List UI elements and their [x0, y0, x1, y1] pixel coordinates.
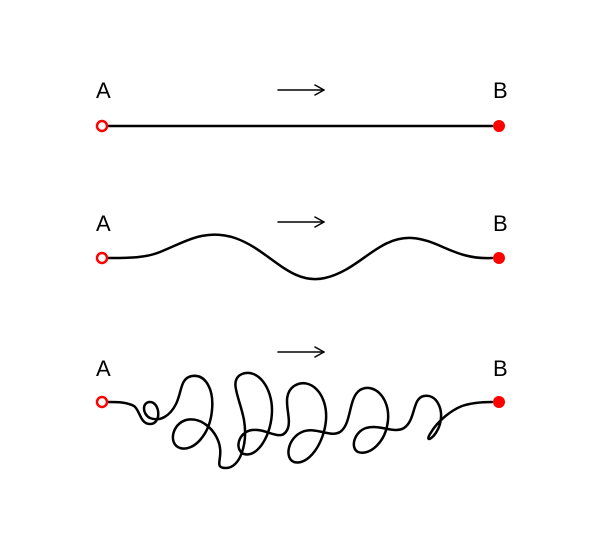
arrow-icon — [278, 85, 324, 95]
end-dot-icon — [493, 396, 505, 408]
label-a: A — [96, 358, 111, 380]
start-dot-icon — [97, 397, 107, 407]
diagram-canvas: A B A B A B — [0, 0, 612, 556]
label-a: A — [96, 80, 111, 102]
arrow-icon — [278, 217, 324, 227]
label-a: A — [96, 213, 111, 235]
label-b: B — [493, 358, 508, 380]
start-dot-icon — [97, 121, 107, 131]
start-dot-icon — [97, 253, 107, 263]
end-dot-icon — [493, 252, 505, 264]
svg-layer — [0, 0, 612, 556]
label-b: B — [493, 80, 508, 102]
end-dot-icon — [493, 120, 505, 132]
path-tangled — [108, 373, 492, 468]
path-wavy — [108, 235, 492, 280]
label-b: B — [493, 213, 508, 235]
arrow-icon — [278, 347, 324, 357]
